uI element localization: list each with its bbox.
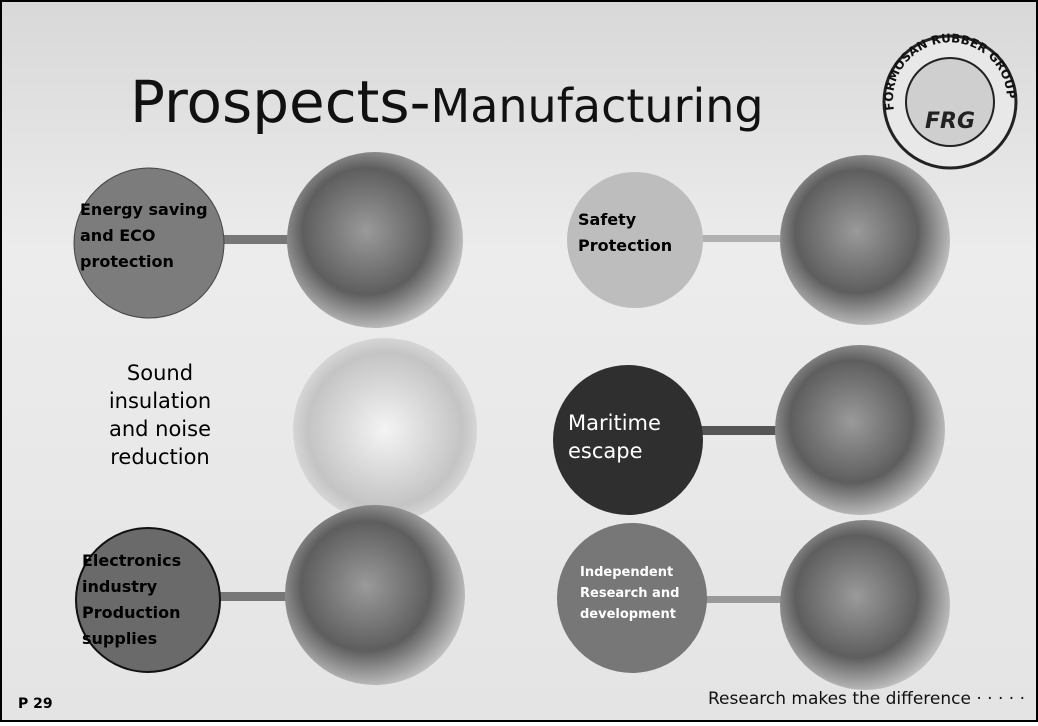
tagline: Research makes the difference · · · · · <box>708 689 1025 709</box>
item-label: insulation <box>109 389 211 413</box>
logo: FORMOSAN RUBBER GROUP FRG <box>882 31 1018 168</box>
item-label: Maritime <box>568 411 661 435</box>
item-label: supplies <box>82 629 157 648</box>
item-label: Protection <box>578 236 672 255</box>
item-label: Sound <box>127 361 193 385</box>
page-number: P 29 <box>18 696 53 712</box>
logo-center: FRG <box>925 109 975 134</box>
item-label: Independent <box>580 565 673 580</box>
item-label: and noise <box>109 417 211 441</box>
item-label: Energy saving <box>80 200 208 219</box>
slide: Prospects-Manufacturing FORMOSAN RUBBER … <box>0 0 1038 722</box>
item-label: and ECO <box>80 226 155 245</box>
item-label: industry <box>82 577 158 596</box>
item-label: Electronics <box>82 551 181 570</box>
title-main: Prospects- <box>130 68 431 136</box>
item-label: development <box>580 607 676 622</box>
item-label: protection <box>80 252 174 271</box>
item-label: Production <box>82 603 180 622</box>
item-label: escape <box>568 439 643 463</box>
title: Prospects-Manufacturing <box>130 68 764 136</box>
title-sub: Manufacturing <box>431 79 764 133</box>
item-circle <box>76 528 220 672</box>
item-label: Research and <box>580 586 679 601</box>
item-label: reduction <box>110 445 210 469</box>
item-label: Safety <box>578 210 637 229</box>
